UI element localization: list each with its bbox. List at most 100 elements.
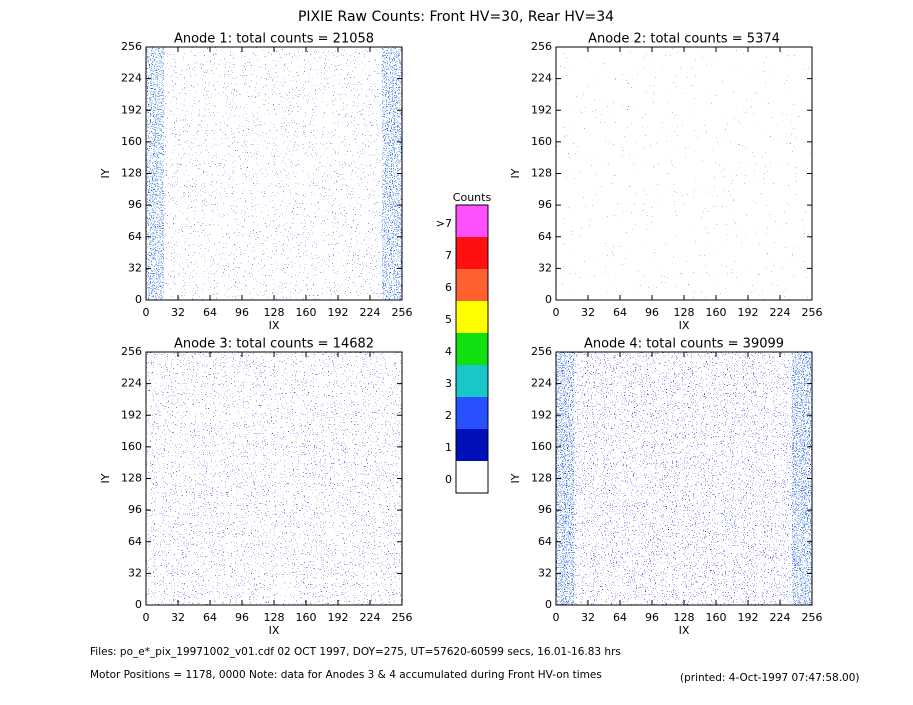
colorbar-swatch xyxy=(456,365,488,397)
y-tick-label: 256 xyxy=(121,40,142,53)
y-tick-label: 64 xyxy=(538,230,552,243)
y-tick-label: 128 xyxy=(121,472,142,485)
y-tick-label: 64 xyxy=(128,535,142,548)
x-tick-label: 256 xyxy=(392,306,413,319)
x-axis-label: IX xyxy=(679,624,690,637)
y-tick-label: 192 xyxy=(121,103,142,116)
y-tick-label: 256 xyxy=(531,40,552,53)
y-tick-label: 32 xyxy=(128,566,142,579)
y-tick-label: 160 xyxy=(121,135,142,148)
x-tick-label: 0 xyxy=(143,306,150,319)
y-tick-label: 160 xyxy=(121,440,142,453)
x-tick-label: 224 xyxy=(770,611,791,624)
y-tick-label: 96 xyxy=(128,503,142,516)
y-tick-label: 32 xyxy=(538,261,552,274)
x-tick-label: 128 xyxy=(264,611,285,624)
count-image xyxy=(146,352,402,605)
y-axis-label: IY xyxy=(509,473,522,483)
panel-title: Anode 1: total counts = 21058 xyxy=(174,32,374,47)
x-tick-label: 128 xyxy=(264,306,285,319)
colorbar-frame xyxy=(455,204,489,494)
x-tick-label: 224 xyxy=(770,306,791,319)
y-tick-label: 128 xyxy=(531,472,552,485)
x-tick-label: 256 xyxy=(392,611,413,624)
y-tick-label: 192 xyxy=(531,103,552,116)
colorbar-label: 3 xyxy=(445,377,452,390)
y-tick-label: 64 xyxy=(538,535,552,548)
colorbar-swatch xyxy=(456,269,488,301)
x-tick-label: 64 xyxy=(203,611,217,624)
x-tick-label: 96 xyxy=(235,306,249,319)
colorbar-swatch xyxy=(456,237,488,269)
colorbar-label: 4 xyxy=(445,345,452,358)
y-tick-label: 224 xyxy=(531,377,552,390)
colorbar-label: 0 xyxy=(445,473,452,486)
x-tick-label: 0 xyxy=(143,611,150,624)
x-tick-label: 256 xyxy=(802,611,823,624)
y-tick-label: 192 xyxy=(121,408,142,421)
colorbar-swatch xyxy=(456,429,488,461)
y-tick-label: 0 xyxy=(135,293,142,306)
y-tick-label: 32 xyxy=(128,261,142,274)
colorbar-swatch xyxy=(456,333,488,365)
x-tick-label: 160 xyxy=(296,611,317,624)
x-tick-label: 64 xyxy=(203,306,217,319)
y-tick-label: 128 xyxy=(121,167,142,180)
y-tick-label: 0 xyxy=(545,598,552,611)
y-tick-label: 256 xyxy=(121,345,142,358)
y-tick-label: 0 xyxy=(135,598,142,611)
x-tick-label: 192 xyxy=(738,306,759,319)
x-tick-label: 192 xyxy=(738,611,759,624)
footer-printed: (printed: 4-Oct-1997 07:47:58.00) xyxy=(680,672,859,684)
colorbar-label: 2 xyxy=(445,409,452,422)
x-tick-label: 160 xyxy=(706,306,727,319)
colorbar-label: >7 xyxy=(436,217,452,230)
count-image xyxy=(146,47,402,300)
x-tick-label: 32 xyxy=(581,611,595,624)
colorbar-swatch xyxy=(456,205,488,237)
x-tick-label: 256 xyxy=(802,306,823,319)
colorbar-label: 7 xyxy=(445,249,452,262)
y-tick-label: 160 xyxy=(531,440,552,453)
page-title: PIXIE Raw Counts: Front HV=30, Rear HV=3… xyxy=(298,9,614,25)
x-tick-label: 0 xyxy=(553,611,560,624)
footer-files: Files: po_e*_pix_19971002_v01.cdf 02 OCT… xyxy=(90,646,621,658)
y-axis-label: IY xyxy=(99,473,112,483)
x-tick-label: 160 xyxy=(706,611,727,624)
x-tick-label: 192 xyxy=(328,611,349,624)
x-tick-label: 128 xyxy=(674,306,695,319)
y-tick-label: 224 xyxy=(531,72,552,85)
panel-title: Anode 3: total counts = 14682 xyxy=(174,337,374,352)
colorbar-swatch xyxy=(456,461,488,493)
x-axis-label: IX xyxy=(269,624,280,637)
x-tick-label: 128 xyxy=(674,611,695,624)
x-tick-label: 96 xyxy=(645,306,659,319)
colorbar-label: 1 xyxy=(445,441,452,454)
y-axis-label: IY xyxy=(509,168,522,178)
panel-title: Anode 4: total counts = 39099 xyxy=(584,337,784,352)
x-tick-label: 160 xyxy=(296,306,317,319)
colorbar-label: 5 xyxy=(445,313,452,326)
x-tick-label: 96 xyxy=(235,611,249,624)
y-tick-label: 128 xyxy=(531,167,552,180)
y-tick-label: 96 xyxy=(128,198,142,211)
x-tick-label: 224 xyxy=(360,611,381,624)
x-axis-label: IX xyxy=(679,319,690,332)
y-tick-label: 0 xyxy=(545,293,552,306)
y-tick-label: 160 xyxy=(531,135,552,148)
colorbar-title: Counts xyxy=(453,191,492,204)
count-image xyxy=(556,352,812,605)
footer-motor: Motor Positions = 1178, 0000 Note: data … xyxy=(90,669,602,681)
y-tick-label: 64 xyxy=(128,230,142,243)
x-tick-label: 192 xyxy=(328,306,349,319)
panel-title: Anode 2: total counts = 5374 xyxy=(588,32,780,47)
y-tick-label: 96 xyxy=(538,503,552,516)
y-axis-label: IY xyxy=(99,168,112,178)
x-tick-label: 0 xyxy=(553,306,560,319)
y-tick-label: 96 xyxy=(538,198,552,211)
colorbar-swatch xyxy=(456,397,488,429)
x-tick-label: 64 xyxy=(613,611,627,624)
y-tick-label: 32 xyxy=(538,566,552,579)
x-axis-label: IX xyxy=(269,319,280,332)
x-tick-label: 64 xyxy=(613,306,627,319)
